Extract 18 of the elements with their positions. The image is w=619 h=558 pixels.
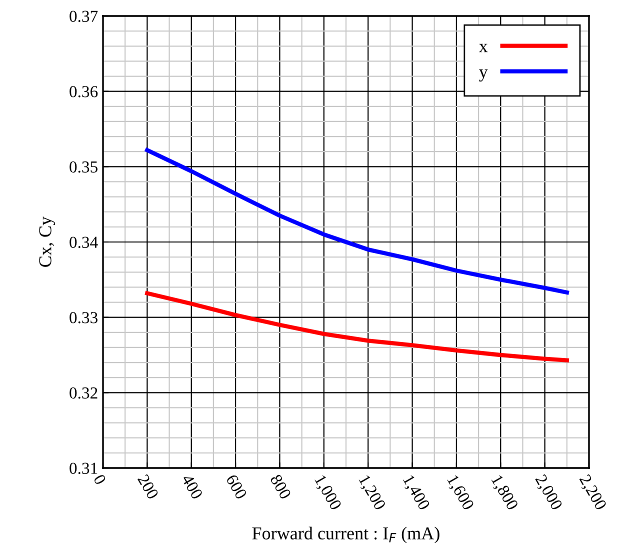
y-tick-label: 0.34 bbox=[70, 236, 98, 248]
y-tick-label: 0.31 bbox=[70, 462, 98, 474]
x-tick-label: 600 bbox=[226, 474, 248, 500]
x-axis-title: Forward current : I$_{F}$ (mA) bbox=[252, 526, 440, 544]
y-tick-label: 0.32 bbox=[70, 387, 98, 399]
y-axis-title: Cx, Cy bbox=[39, 216, 56, 267]
x-tick-label: 800 bbox=[270, 474, 292, 500]
line-series bbox=[145, 291, 569, 362]
x-tick-label: 0 bbox=[93, 474, 106, 486]
y-tick-label: 0.33 bbox=[70, 312, 98, 324]
legend-label: y bbox=[479, 69, 488, 82]
legend-label: x bbox=[479, 44, 488, 52]
x-tick-label: 400 bbox=[181, 473, 204, 500]
line-series bbox=[145, 148, 569, 295]
y-tick-label: 0.37 bbox=[70, 10, 98, 22]
x-tick-label: 200 bbox=[137, 474, 159, 500]
y-tick-label: 0.36 bbox=[70, 86, 98, 98]
y-tick-label: 0.35 bbox=[70, 161, 98, 173]
